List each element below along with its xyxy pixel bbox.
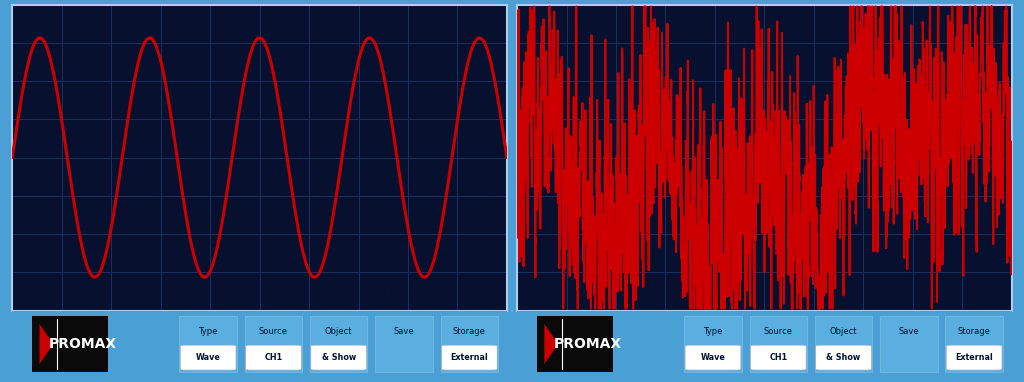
FancyBboxPatch shape [684, 316, 741, 372]
FancyBboxPatch shape [440, 316, 498, 372]
Text: PROMAX: PROMAX [554, 337, 623, 351]
Text: & Show: & Show [322, 353, 356, 362]
Text: CH1: CH1 [769, 353, 787, 362]
Text: Storage: Storage [957, 327, 990, 336]
Polygon shape [545, 324, 558, 364]
FancyBboxPatch shape [751, 345, 806, 370]
Text: External: External [955, 353, 993, 362]
Text: Save: Save [393, 327, 415, 336]
FancyBboxPatch shape [685, 345, 741, 370]
Text: Wave: Wave [700, 353, 725, 362]
Text: External: External [451, 353, 488, 362]
FancyBboxPatch shape [750, 316, 807, 372]
FancyBboxPatch shape [246, 345, 301, 370]
FancyBboxPatch shape [245, 316, 302, 372]
Text: Type: Type [703, 327, 723, 336]
Polygon shape [40, 324, 53, 364]
FancyBboxPatch shape [179, 316, 237, 372]
Text: Storage: Storage [453, 327, 485, 336]
Text: Wave: Wave [196, 353, 220, 362]
Text: Object: Object [829, 327, 857, 336]
FancyBboxPatch shape [815, 316, 872, 372]
FancyBboxPatch shape [881, 316, 938, 372]
FancyBboxPatch shape [180, 345, 237, 370]
Text: Source: Source [259, 327, 288, 336]
FancyBboxPatch shape [311, 345, 367, 370]
Text: Object: Object [325, 327, 352, 336]
Text: PROMAX: PROMAX [49, 337, 118, 351]
FancyBboxPatch shape [946, 345, 1002, 370]
FancyBboxPatch shape [376, 316, 433, 372]
Text: CH1: CH1 [264, 353, 283, 362]
Text: & Show: & Show [826, 353, 861, 362]
FancyBboxPatch shape [537, 316, 613, 372]
FancyBboxPatch shape [32, 316, 109, 372]
Text: Save: Save [898, 327, 920, 336]
FancyBboxPatch shape [816, 345, 871, 370]
FancyBboxPatch shape [945, 316, 1002, 372]
Text: Source: Source [764, 327, 793, 336]
FancyBboxPatch shape [441, 345, 498, 370]
Text: Type: Type [199, 327, 218, 336]
FancyBboxPatch shape [310, 316, 368, 372]
